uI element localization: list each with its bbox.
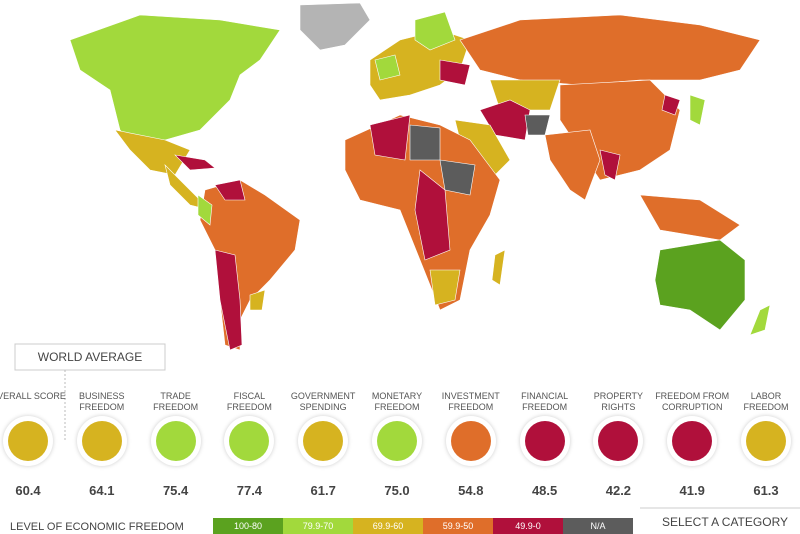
score-value: 41.9 bbox=[679, 483, 705, 498]
score-dot bbox=[598, 421, 639, 461]
score-circle[interactable] bbox=[76, 416, 127, 466]
score-value: 54.8 bbox=[458, 483, 484, 498]
score-circle[interactable] bbox=[593, 416, 644, 466]
legend-entry: 49.9-0 bbox=[493, 518, 563, 534]
category-label: GOVERNMENT SPENDING bbox=[290, 391, 356, 412]
score-dot bbox=[81, 421, 122, 461]
category-label: OVERALL SCORE bbox=[0, 391, 66, 401]
category-label: FREEDOM FROM CORRUPTION bbox=[655, 391, 730, 412]
legend-title: LEVEL OF ECONOMIC FREEDOM bbox=[10, 521, 184, 533]
score-value: 60.4 bbox=[15, 483, 41, 498]
category-label: PROPERTY RIGHTS bbox=[593, 391, 644, 412]
score-circle[interactable] bbox=[741, 416, 791, 466]
score-dot bbox=[524, 421, 565, 461]
world-average-box bbox=[14, 343, 166, 371]
legend-entry: 100-80 bbox=[213, 518, 283, 534]
score-dot bbox=[155, 421, 196, 461]
score-value: 61.7 bbox=[310, 483, 336, 498]
score-circle[interactable] bbox=[224, 416, 275, 466]
category-label: LABOR FREEDOM bbox=[743, 391, 789, 412]
legend-entry: 59.9-50 bbox=[423, 518, 493, 534]
score-value: 77.4 bbox=[236, 483, 263, 498]
score-circle[interactable] bbox=[3, 416, 53, 466]
category-label: BUSINESS FREEDOM bbox=[79, 391, 125, 412]
category-label: FINANCIAL FREEDOM bbox=[521, 391, 569, 412]
category-label: FISCAL FREEDOM bbox=[226, 391, 272, 412]
category-label: TRADE FREEDOM bbox=[153, 391, 199, 412]
select-button[interactable] bbox=[640, 508, 800, 534]
score-value: 48.5 bbox=[531, 483, 558, 498]
score-circle[interactable] bbox=[298, 416, 349, 466]
score-dot bbox=[450, 421, 491, 461]
score-circle[interactable] bbox=[150, 416, 201, 466]
select-category[interactable]: SELECT A CATEGORY bbox=[662, 515, 788, 529]
score-dot bbox=[229, 421, 270, 461]
category-label: INVESTMENT FREEDOM bbox=[441, 391, 500, 412]
score-circle[interactable] bbox=[519, 416, 570, 466]
legend-entry: N/A bbox=[563, 518, 633, 534]
score-value: 75.0 bbox=[384, 483, 410, 498]
score-dot bbox=[8, 421, 48, 461]
score-circle[interactable] bbox=[445, 416, 496, 466]
score-dot bbox=[377, 421, 417, 461]
score-value: 61.3 bbox=[753, 483, 779, 498]
score-value: 75.4 bbox=[162, 483, 189, 498]
world-average-title: WORLD AVERAGE bbox=[38, 350, 142, 364]
score-value: 64.1 bbox=[89, 483, 115, 498]
score-dot bbox=[746, 421, 786, 461]
legend-entry: 79.9-70 bbox=[283, 518, 353, 534]
score-dot bbox=[672, 421, 713, 461]
score-dot bbox=[303, 421, 344, 461]
legend-entry: 69.9-60 bbox=[353, 518, 423, 534]
score-value: 42.2 bbox=[605, 483, 632, 498]
score-circle[interactable] bbox=[667, 416, 718, 466]
category-label: MONETARY FREEDOM bbox=[371, 391, 423, 412]
score-circle[interactable] bbox=[372, 416, 422, 466]
